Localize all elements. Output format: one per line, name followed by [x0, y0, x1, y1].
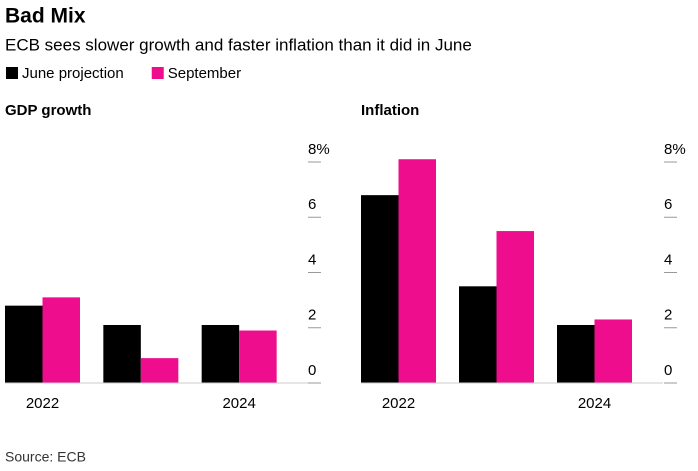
- y-tick-label: 6: [308, 196, 316, 213]
- legend-swatch: [151, 67, 164, 79]
- y-tick-label: 4: [308, 251, 316, 268]
- y-tick-label: 8%: [308, 141, 330, 158]
- legend-label: September: [168, 65, 241, 82]
- panel-title: Inflation: [361, 102, 419, 119]
- bar: [557, 324, 595, 383]
- x-tick-label: 2022: [382, 395, 415, 412]
- y-tick-label: 4: [664, 251, 672, 268]
- bar: [201, 324, 240, 383]
- y-tick-label: 0: [664, 362, 672, 379]
- y-tick-label: 6: [664, 196, 672, 213]
- bar: [42, 297, 80, 383]
- y-tick-label: 8%: [664, 141, 686, 158]
- x-tick-label: 2024: [222, 395, 255, 412]
- y-tick-label: 0: [308, 362, 316, 379]
- bar: [103, 324, 141, 383]
- bar: [594, 319, 632, 383]
- chart-subtitle: ECB sees slower growth and faster inflat…: [5, 35, 472, 54]
- bar: [140, 358, 179, 383]
- bar: [496, 231, 534, 383]
- panel-title: GDP growth: [5, 102, 91, 119]
- y-tick-label: 2: [664, 307, 672, 324]
- legend-label: June projection: [22, 65, 124, 82]
- chart-title: Bad Mix: [5, 5, 86, 28]
- legend-swatch: [6, 67, 18, 79]
- y-tick-label: 2: [308, 307, 316, 324]
- bar: [5, 305, 43, 383]
- bar: [361, 195, 399, 383]
- source: Source: ECB: [5, 449, 86, 465]
- bar: [239, 330, 277, 383]
- x-tick-label: 2024: [578, 395, 611, 412]
- bar: [398, 159, 436, 383]
- x-tick-label: 2022: [26, 395, 59, 412]
- bar: [459, 286, 497, 383]
